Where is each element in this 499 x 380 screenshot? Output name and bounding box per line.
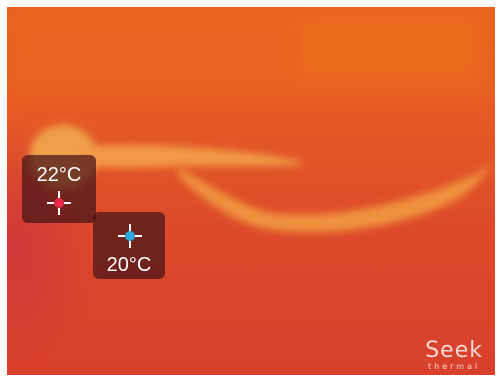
hot-spot-marker: 22°C <box>22 155 96 223</box>
hot-object-lower-tail <box>177 162 493 233</box>
hot-spot-crosshair-icon <box>47 191 71 215</box>
seek-thermal-logo: Seek thermal <box>425 338 483 372</box>
cold-spot-crosshair-icon <box>118 224 142 248</box>
warm-top-right-patch <box>297 17 477 77</box>
brand-subtitle: thermal <box>428 362 481 371</box>
hot-spot-temperature: 22°C <box>36 164 82 186</box>
hot-object-upper-tail <box>77 144 303 168</box>
thermal-scene <box>7 7 495 233</box>
cold-spot-temperature: 20°C <box>106 254 152 276</box>
thermal-image-viewport: 22°C 20°C Seek thermal <box>7 7 495 375</box>
brand-name: Seek <box>425 338 483 363</box>
cold-spot-marker: 20°C <box>93 212 165 279</box>
